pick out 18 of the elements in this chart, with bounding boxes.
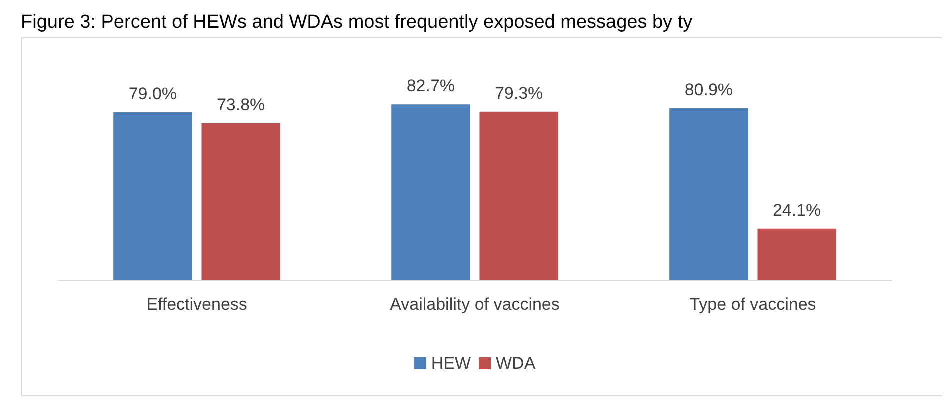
x-tick-label: Availability of vaccines [390,295,560,314]
bar [202,124,280,280]
bar [758,228,836,280]
data-label: 24.1% [772,200,822,220]
data-label: 79.0% [128,84,178,104]
bar [670,108,748,280]
legend-label: WDA [496,354,536,373]
data-label: 82.7% [406,76,456,96]
bar [392,104,470,280]
legend-label: HEW [431,354,472,373]
bar [480,112,558,280]
bar [114,112,192,280]
x-tick-label: Type of vaccines [690,295,816,314]
chart-title: Figure 3: Percent of HEWs and WDAs most frequently exposed messages by ty [21,12,694,33]
data-label: 79.3% [494,84,544,103]
data-label: 80.9% [684,80,734,100]
data-label: 73.8% [216,96,266,115]
x-tick-label: Effectiveness [146,295,248,314]
